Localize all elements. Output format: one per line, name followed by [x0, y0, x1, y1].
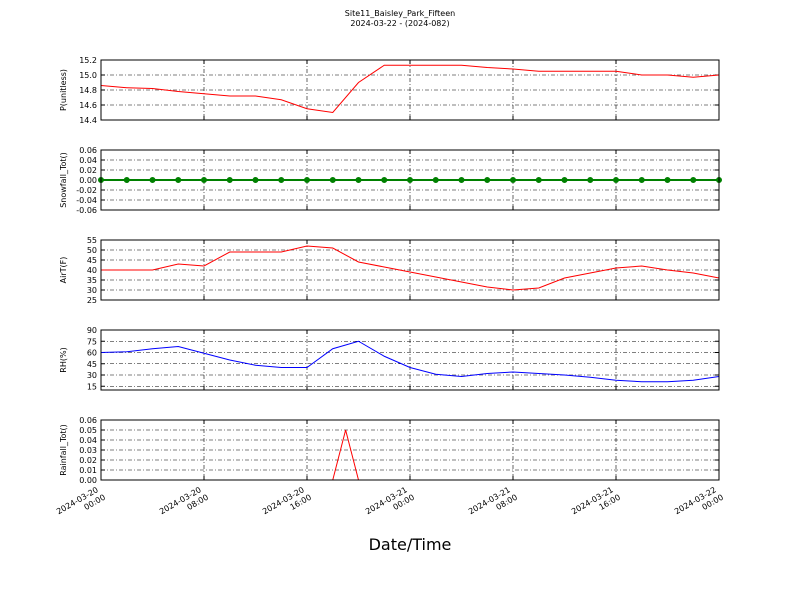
- x-tick-label: 2024-03-21 16:00: [570, 484, 622, 525]
- plot-frame: [100, 59, 720, 121]
- y-tick-label: -0.06: [76, 206, 97, 215]
- plot-frame: [100, 239, 720, 301]
- y-tick-label: 45: [87, 360, 97, 369]
- data-point: [535, 177, 542, 183]
- y-axis-label: RH(%): [59, 347, 68, 372]
- y-tick-label: -0.02: [76, 186, 97, 195]
- y-tick-label: 0.01: [79, 466, 97, 475]
- data-point: [690, 177, 697, 183]
- y-tick-label: 0.04: [79, 156, 97, 165]
- y-tick-label: 15.2: [79, 56, 97, 65]
- plot-frame: [100, 149, 720, 211]
- y-tick-label: 14.8: [79, 86, 97, 95]
- data-point: [355, 177, 362, 183]
- data-point: [278, 177, 285, 183]
- y-tick-label: 0.00: [79, 176, 97, 185]
- y-tick-label: 35: [87, 276, 97, 285]
- data-point: [510, 177, 516, 183]
- data-point: [201, 177, 207, 183]
- data-point: [613, 177, 619, 183]
- y-axis-label: P(unitless): [59, 69, 68, 111]
- data-point: [664, 177, 671, 183]
- data-point: [432, 177, 439, 183]
- y-tick-label: 90: [87, 326, 97, 335]
- x-axis-label: Date/Time: [369, 535, 452, 554]
- y-tick-label: 0.03: [79, 446, 97, 455]
- y-tick-label: 45: [87, 256, 97, 265]
- data-point: [407, 177, 413, 183]
- x-tick-label: 2024-03-22 00:00: [673, 484, 725, 525]
- chart-subtitle: 2024-03-22 - (2024-082): [350, 19, 449, 28]
- data-point: [149, 177, 156, 183]
- plot-frame: [100, 419, 720, 481]
- data-point: [175, 177, 182, 183]
- y-tick-label: 55: [87, 236, 97, 245]
- y-tick-label: 25: [87, 296, 97, 305]
- y-tick-label: 60: [87, 349, 97, 358]
- data-point: [484, 177, 491, 183]
- data-point: [458, 177, 465, 183]
- x-tick-label: 2024-03-20 00:00: [55, 484, 107, 525]
- data-point: [638, 177, 645, 183]
- chart-title: Site11_Baisley_Park_Fifteen: [345, 9, 455, 18]
- data-point: [304, 177, 310, 183]
- y-tick-label: 0.02: [79, 456, 97, 465]
- panel: -0.06-0.04-0.020.000.020.040.06 Snowfall_…: [59, 146, 722, 215]
- y-axis-label: Snowfall_Tot(): [59, 152, 68, 208]
- panel: 14.4 14.6 14.8 15.0 15.2 P(unitless): [59, 56, 720, 125]
- y-axis-label: Rainfall_Tot(): [59, 424, 68, 476]
- y-tick-label: 14.4: [79, 116, 97, 125]
- data-line: [101, 245, 720, 291]
- y-tick-label: 30: [87, 371, 97, 380]
- y-tick-label: 15.0: [79, 71, 97, 80]
- y-tick-label: 0.00: [79, 476, 97, 485]
- y-tick-label: 30: [87, 286, 97, 295]
- data-point: [329, 177, 336, 183]
- data-point: [587, 177, 594, 183]
- x-tick-label: 2024-03-20 08:00: [158, 484, 210, 525]
- y-tick-label: 75: [87, 337, 97, 346]
- y-tick-label: 40: [87, 266, 97, 275]
- y-tick-label: 0.05: [79, 426, 97, 435]
- data-point: [561, 177, 568, 183]
- panel: 0.000.010.020.030.040.050.06 2024-03-20 0…: [55, 416, 725, 554]
- x-tick-label: 2024-03-21 08:00: [467, 484, 519, 525]
- data-point: [123, 177, 130, 183]
- data-point: [226, 177, 233, 183]
- y-tick-label: -0.04: [76, 196, 97, 205]
- y-tick-label: 0.02: [79, 166, 97, 175]
- data-line: [100, 64, 720, 114]
- data-point: [252, 177, 259, 183]
- data-point: [381, 177, 388, 183]
- y-tick-label: 0.04: [79, 436, 97, 445]
- x-tick-label: 2024-03-21 00:00: [364, 484, 416, 525]
- panel: 15 30 45 60 75 90 RH(%): [59, 326, 720, 391]
- y-tick-label: 0.06: [79, 416, 97, 425]
- y-tick-label: 0.06: [79, 146, 97, 155]
- y-tick-label: 50: [87, 246, 97, 255]
- y-axis-label: AirT(F): [59, 257, 68, 284]
- x-tick-label: 2024-03-20 16:00: [261, 484, 313, 525]
- plot-frame: [100, 329, 720, 391]
- data-line: [100, 340, 720, 383]
- y-tick-label: 15: [87, 382, 97, 391]
- y-tick-label: 14.6: [79, 101, 97, 110]
- data-line: [101, 429, 719, 481]
